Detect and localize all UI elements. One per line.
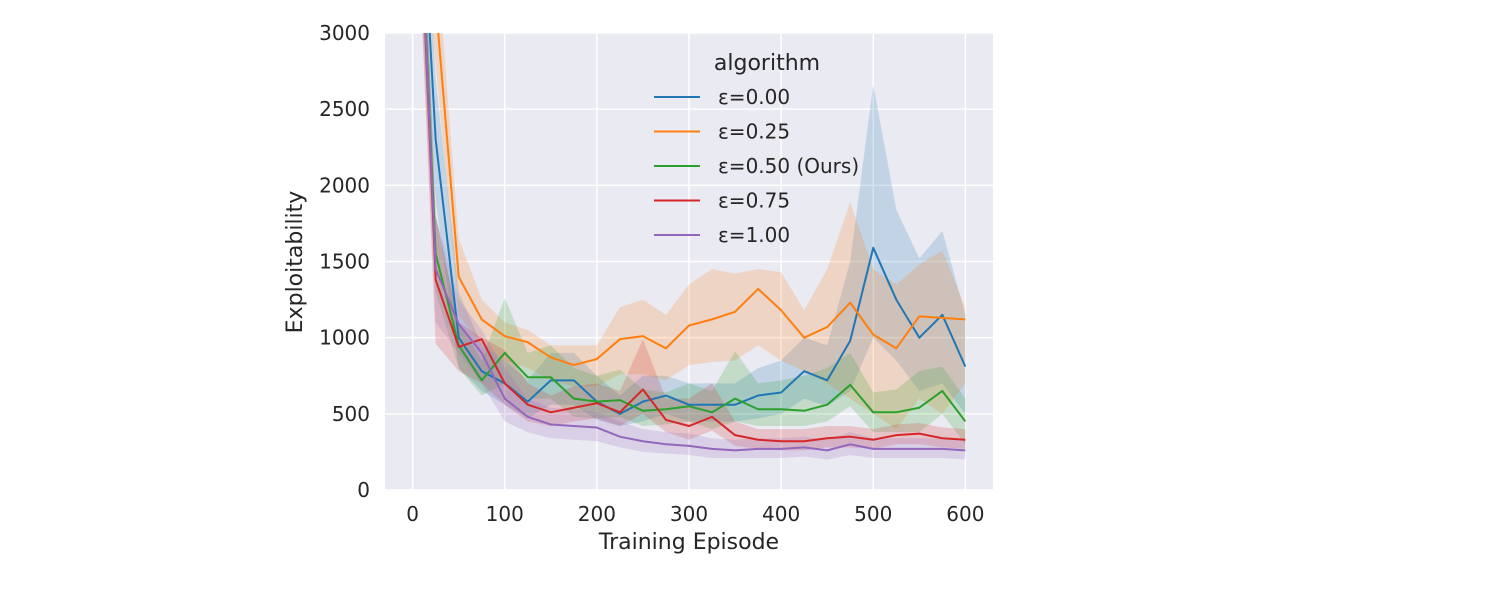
- x-tick-labels: 0 100 200 300 400 500 600: [406, 502, 984, 526]
- x-tick-label: 200: [578, 502, 616, 526]
- legend-label-1: ε=0.25: [718, 120, 790, 144]
- x-tick-label: 300: [670, 502, 708, 526]
- x-tick-label: 400: [762, 502, 800, 526]
- legend-label-4: ε=1.00: [718, 223, 790, 247]
- y-tick-label: 2500: [319, 97, 370, 121]
- y-tick-label: 2000: [319, 173, 370, 197]
- y-axis-title: Exploitability: [283, 191, 308, 334]
- y-tick-label: 3000: [319, 21, 370, 45]
- x-tick-label: 600: [946, 502, 984, 526]
- series-lines: [424, 33, 967, 452]
- series-line-3: [424, 33, 966, 443]
- y-tick-labels: 0 500 1000 1500 2000 2500 3000: [319, 21, 370, 502]
- y-tick-label: 1000: [319, 326, 370, 350]
- legend-title: algorithm: [714, 51, 820, 76]
- legend-label-3: ε=0.75: [718, 189, 790, 213]
- series-line-1: [437, 33, 966, 367]
- y-tick-label: 500: [332, 402, 370, 426]
- legend-label-2: ε=0.50 (Ours): [718, 154, 859, 178]
- x-tick-label: 500: [854, 502, 892, 526]
- y-tick-label: 0: [357, 478, 370, 502]
- legend-label-0: ε=0.00: [718, 85, 790, 109]
- series-band-0: [425, 33, 966, 427]
- series-line-4: [424, 33, 966, 452]
- x-tick-label: 0: [406, 502, 419, 526]
- y-tick-label: 1500: [319, 250, 370, 274]
- x-tick-label: 100: [486, 502, 524, 526]
- series-band-1: [432, 33, 966, 430]
- confidence-bands: [422, 33, 966, 460]
- x-axis-title: Training Episode: [598, 530, 779, 555]
- legend: algorithm ε=0.00 ε=0.25 ε=0.50 (Ours) ε=0.7…: [654, 51, 859, 247]
- series-line-2: [424, 33, 967, 423]
- series-band-2: [423, 33, 966, 445]
- grid-lines: [385, 32, 993, 491]
